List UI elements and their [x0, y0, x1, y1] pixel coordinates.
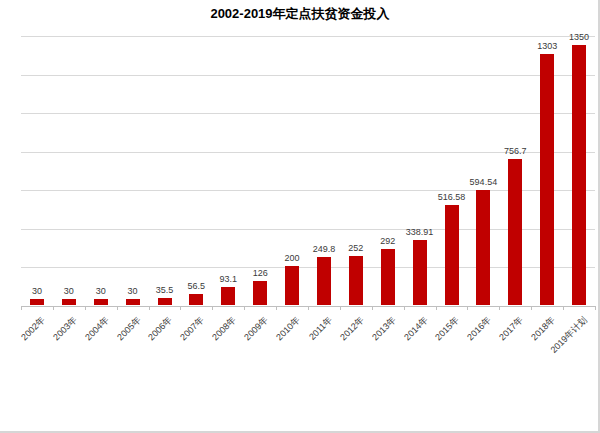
- bar: [285, 266, 299, 305]
- x-tick: [85, 306, 86, 310]
- x-tick: [117, 306, 118, 310]
- x-tick: [244, 306, 245, 310]
- x-tick: [404, 306, 405, 310]
- x-tick: [212, 306, 213, 310]
- bar-value-label: 516.58: [420, 192, 484, 202]
- bar: [94, 299, 108, 305]
- x-axis-label: 2009年: [242, 314, 272, 344]
- bar: [158, 298, 172, 305]
- x-axis-label: 2010年: [274, 314, 304, 344]
- x-tick: [467, 306, 468, 310]
- gridline: [21, 36, 595, 37]
- bar: [381, 249, 395, 305]
- x-axis-label: 2011年: [306, 314, 335, 343]
- bar: [476, 190, 490, 305]
- chart-canvas: 2002-2019年定点扶贫资金投入 3030303035.556.593.11…: [0, 0, 600, 433]
- bar-value-label: 1303: [515, 41, 579, 51]
- gridline: [21, 75, 595, 76]
- x-tick: [180, 306, 181, 310]
- x-axis-label: 2016年: [465, 314, 495, 344]
- x-tick: [276, 306, 277, 310]
- x-tick: [595, 306, 596, 310]
- bar: [253, 281, 267, 305]
- x-axis-label: 2014年: [401, 314, 431, 344]
- x-tick: [372, 306, 373, 310]
- bar: [508, 159, 522, 305]
- bar-value-label: 292: [356, 236, 420, 246]
- gridline: [21, 113, 595, 114]
- x-tick: [340, 306, 341, 310]
- bar: [540, 54, 554, 305]
- bar-value-label: 126: [228, 268, 292, 278]
- x-axis-label: 2003年: [50, 314, 80, 344]
- bar: [317, 257, 331, 305]
- x-axis-label: 2008年: [210, 314, 240, 344]
- x-axis-label: 2005年: [114, 314, 144, 344]
- x-tick: [563, 306, 564, 310]
- bar: [413, 240, 427, 305]
- bar: [445, 205, 459, 305]
- bar-value-label: 756.7: [483, 146, 547, 156]
- bar: [30, 299, 44, 305]
- bar-value-label: 594.54: [451, 177, 515, 187]
- x-axis-label: 2007年: [178, 314, 208, 344]
- bar: [62, 299, 76, 305]
- bar: [221, 287, 235, 305]
- bar-value-label: 338.91: [388, 227, 452, 237]
- x-tick: [53, 306, 54, 310]
- bar: [126, 299, 140, 305]
- x-axis-label: 2017年: [497, 314, 527, 344]
- x-tick: [499, 306, 500, 310]
- x-axis-label-row: 2002年2003年2004年2005年2006年2007年2008年2009年…: [21, 311, 595, 381]
- x-axis-label: 2015年: [433, 314, 463, 344]
- bar: [349, 256, 363, 305]
- x-axis-label: 2006年: [146, 314, 176, 344]
- x-tick: [531, 306, 532, 310]
- chart-title: 2002-2019年定点扶贫资金投入: [0, 5, 600, 23]
- bar: [189, 294, 203, 305]
- x-tick: [149, 306, 150, 310]
- x-tick: [436, 306, 437, 310]
- plot-area: 3030303035.556.593.1126200249.8252292338…: [21, 36, 595, 306]
- bar-value-label: 200: [260, 253, 324, 263]
- x-axis-label: 2013年: [369, 314, 399, 344]
- x-axis-label: 2004年: [82, 314, 112, 344]
- x-axis-label: 2012年: [337, 314, 367, 344]
- bar-value-label: 1350: [547, 32, 600, 42]
- x-tick: [21, 306, 22, 310]
- x-tick: [308, 306, 309, 310]
- x-axis-label: 2002年: [18, 314, 48, 344]
- bar: [572, 45, 586, 305]
